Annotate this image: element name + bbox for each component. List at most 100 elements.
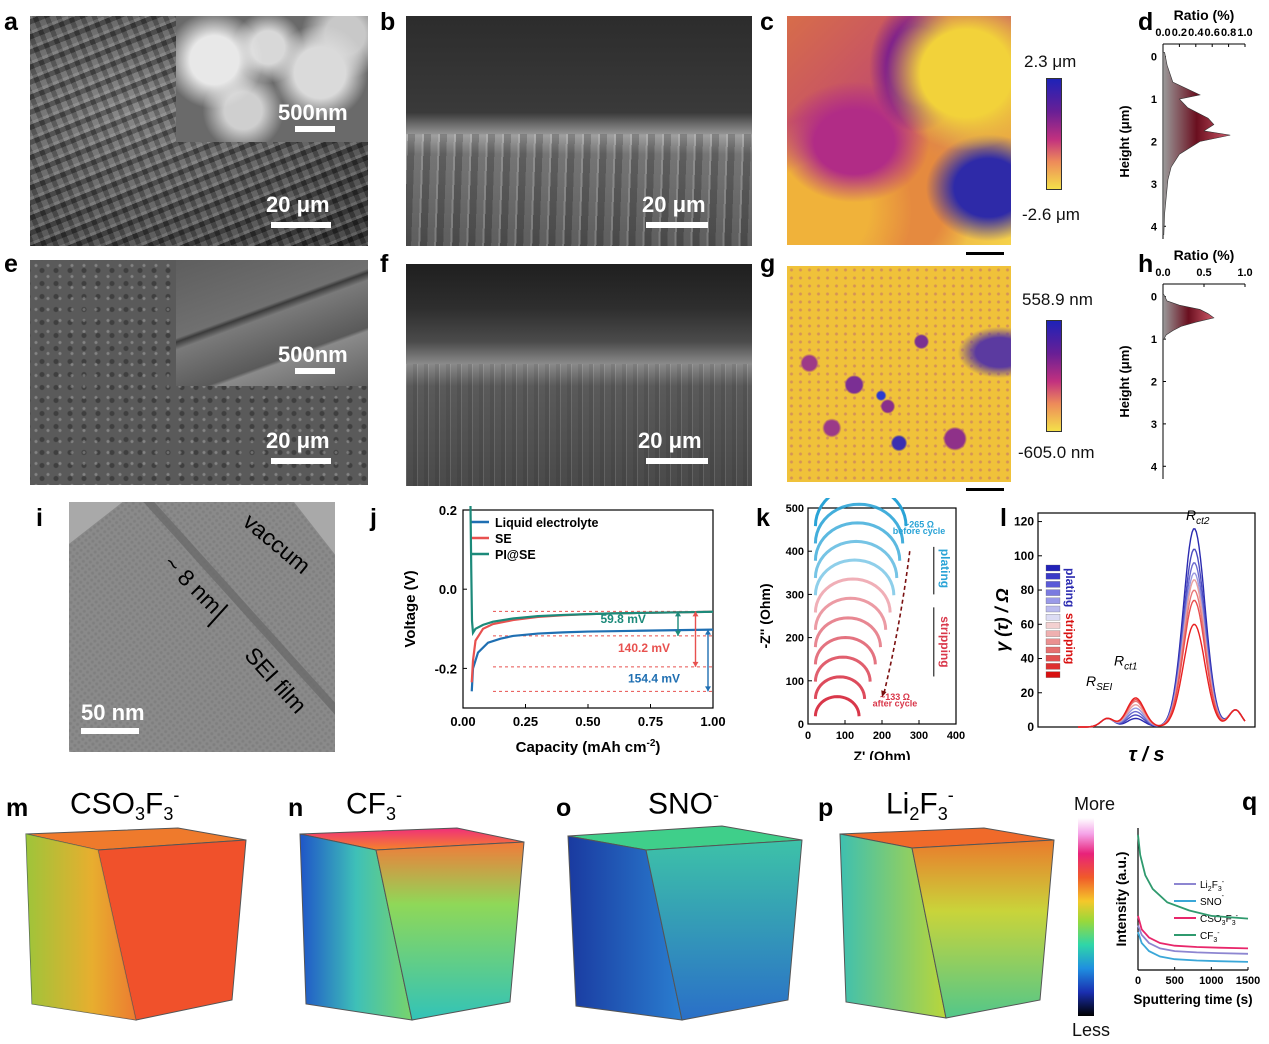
legend-label-li2f3: Li2F3-: [1200, 879, 1225, 893]
nyquist-curve-stripping: [813, 695, 861, 717]
panel-m-label: m: [6, 794, 29, 822]
delta-arrowhead: [692, 661, 699, 667]
panel-a-scale-text: 20 μm: [266, 192, 330, 217]
drt-curve: [1078, 579, 1246, 728]
legend-swatch: [1045, 622, 1061, 629]
panel-l-label: l: [1000, 504, 1007, 532]
panel-j-chart: 0.00 0.25 0.50 0.75 1.00 -0.2 0.0 0.2 Capacity (…: [402, 503, 726, 756]
panel-i-scale-bar: [81, 728, 139, 734]
legend-swatch: [1045, 581, 1061, 588]
x-tick-label: 1000: [1199, 975, 1223, 987]
panel-a-scale-bar: [271, 222, 331, 228]
peak-label: Rct2: [1186, 507, 1210, 527]
x-axis-title: Capacity (mAh cm-2): [516, 738, 661, 756]
panel-d-chart: Ratio (%) 0.0 0.2 0.4 0.6 0.8 1.0 0 1 2 3 4 Height (…: [1117, 7, 1253, 239]
y-tick-label: 1: [1151, 94, 1157, 106]
series-line-sno: [1137, 931, 1249, 963]
panel-a-inset-scale-bar: [295, 126, 335, 132]
panel-n-cube: [299, 827, 525, 1021]
panel-m-ion-title: CSO3F3-: [70, 785, 180, 824]
x-tick-label: 200: [873, 730, 891, 742]
legend-label-cf3: CF3-: [1200, 930, 1220, 944]
panel-a-inset-scale-text: 500nm: [278, 100, 348, 125]
nyquist-curve-stripping: [813, 635, 877, 665]
x-tick-label: 0.0: [1155, 27, 1170, 39]
nyquist-curve-plating: [813, 539, 899, 579]
y-tick-label: 2: [1151, 377, 1157, 389]
panel-a-label: a: [4, 8, 18, 36]
x-axis-title: Z' (Ohm): [854, 748, 911, 760]
panel-b-sem-image: 20 μm: [406, 16, 752, 246]
y-tick-label: -0.2: [435, 661, 457, 676]
panel-e-inset: 500nm: [176, 260, 368, 386]
y-axis-title: Height (μm): [1117, 105, 1132, 177]
x-tick-label: 0.6: [1205, 27, 1220, 39]
legend-swatch: [1045, 564, 1061, 572]
panel-l-chart: 0 20 40 60 80 100 120 τ / s γ (τ) / Ω plating stri…: [992, 507, 1256, 766]
legend-label-pise: PI@SE: [495, 548, 536, 562]
delta-arrowhead: [675, 611, 681, 617]
colorbar-more-label: More: [1074, 794, 1116, 814]
panel-p-label: p: [818, 794, 834, 822]
series-line-cf3: [1137, 834, 1249, 920]
x-axis-title: Ratio (%): [1174, 250, 1235, 263]
panel-p-cube: [839, 827, 1055, 1019]
y-tick-label: 60: [1021, 617, 1035, 631]
x-tick-label: 1.0: [1237, 27, 1252, 39]
drt-curve: [1078, 599, 1246, 728]
y-axis-title: Voltage (V): [402, 570, 419, 647]
nyquist-curve-plating: [813, 521, 902, 561]
drt-curve: [1078, 623, 1246, 728]
legend-swatch: [1045, 663, 1061, 670]
panel-g-colorbar-max: 558.9 nm: [1022, 290, 1093, 309]
legend-swatch: [1045, 671, 1061, 678]
y-tick-label: 80: [1021, 583, 1035, 597]
legend-label-liquid: Liquid electrolyte: [495, 516, 599, 530]
x-tick-label: 0.8: [1221, 27, 1236, 39]
y-tick-label: 100: [1014, 549, 1034, 563]
panel-i-label: i: [36, 504, 43, 532]
delta-arrowhead: [705, 629, 711, 635]
series-line-pise: [469, 506, 714, 637]
x-tick-label: 0: [805, 730, 811, 742]
panel-o-cube: [567, 825, 803, 1021]
panel-h-chart: Ratio (%) 0.0 0.5 1.0 0 1 2 3 4 Height (μm): [1117, 250, 1253, 479]
panel-e-inset-scale-bar: [295, 368, 335, 374]
y-tick-label: 20: [1021, 686, 1035, 700]
panel-c-colorbar-max: 2.3 μm: [1024, 52, 1077, 71]
y-tick-label: 3: [1151, 419, 1157, 431]
delta-arrowhead: [705, 686, 711, 692]
panel-b-label: b: [380, 8, 396, 36]
panel-f-label: f: [380, 250, 389, 278]
panel-f-scale-bar: [646, 458, 708, 464]
nyquist-curve-plating: [813, 498, 908, 527]
x-tick-label: 0.4: [1188, 27, 1204, 39]
y-tick-label: 3: [1151, 179, 1157, 191]
delta-arrowhead: [692, 611, 699, 617]
nyquist-curve-stripping: [813, 675, 867, 700]
panel-f-scale-text: 20 μm: [638, 428, 702, 453]
panel-a-inset: 500nm: [176, 16, 368, 142]
y-tick-label: 500: [786, 503, 804, 515]
panel-k-chart: 0 100 200 300 400 0 100 200 300 400 500 Z' (Ohm) -Z'…: [757, 498, 965, 760]
x-tick-label: 0.75: [638, 714, 663, 729]
y-tick-label: 0: [1151, 52, 1157, 64]
panel-i-tem-image: vaccum ~ 8 nm SEI film 50 nm: [69, 502, 335, 752]
panel-g-colorbar-min: -605.0 nm: [1018, 443, 1095, 462]
plating-label: plating: [938, 549, 952, 588]
y-axis-title: Height (μm): [1117, 345, 1132, 417]
y-tick-label: 300: [786, 589, 804, 601]
panel-k-label: k: [756, 504, 770, 532]
x-tick-label: 1.0: [1237, 267, 1252, 279]
legend-swatch: [1045, 589, 1061, 596]
legend-plating: plating: [1063, 568, 1077, 607]
y-tick-label: 400: [786, 546, 804, 558]
panel-h-label: h: [1138, 250, 1154, 278]
legend-label-se: SE: [495, 532, 512, 546]
panel-e-scale-bar: [271, 458, 331, 464]
y-axis-title: γ (τ) / Ω: [992, 588, 1012, 651]
y-tick-label: 2: [1151, 137, 1157, 149]
panel-f-sem-image: 20 μm: [406, 264, 752, 486]
nyquist-curve-plating: [813, 558, 896, 596]
plot-frame: [1037, 512, 1256, 728]
